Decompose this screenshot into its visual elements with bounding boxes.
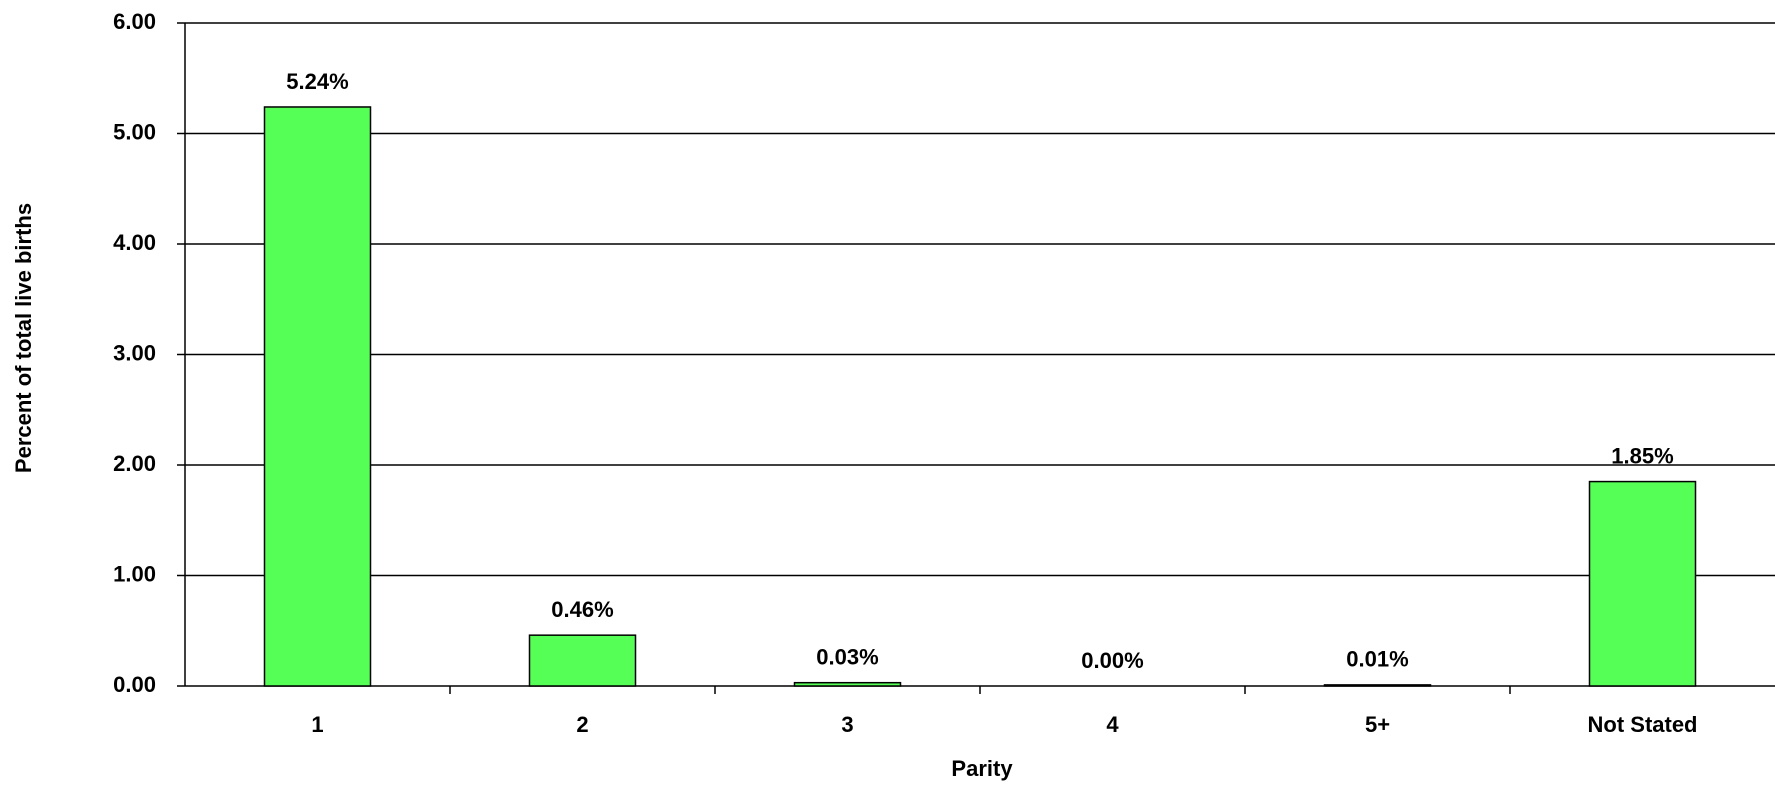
bar: [1588, 480, 1697, 687]
value-label: 0.00%: [1081, 648, 1143, 673]
value-label: 0.01%: [1346, 647, 1408, 672]
y-tick-label: 0.00: [113, 672, 156, 697]
x-tick-label: 5+: [1365, 712, 1390, 737]
y-tick-label: 4.00: [113, 230, 156, 255]
y-tick-label: 3.00: [113, 340, 156, 365]
value-label: 0.03%: [816, 644, 878, 669]
y-tick-label: 1.00: [113, 561, 156, 586]
x-axis-title: Parity: [951, 756, 1013, 781]
x-tick-label: 2: [576, 712, 588, 737]
x-tick-label: 3: [841, 712, 853, 737]
value-label: 5.24%: [286, 69, 348, 94]
y-tick-label: 6.00: [113, 9, 156, 34]
bar: [1323, 684, 1432, 687]
x-tick-label: 1: [311, 712, 323, 737]
value-label: 1.85%: [1611, 443, 1673, 468]
y-axis-title: Percent of total live births: [11, 203, 36, 473]
bar: [528, 634, 637, 687]
x-tick-label: Not Stated: [1588, 712, 1698, 737]
value-label: 0.46%: [551, 597, 613, 622]
bar: [793, 681, 902, 687]
y-tick-label: 5.00: [113, 119, 156, 144]
bar: [263, 106, 372, 687]
x-tick-label: 4: [1106, 712, 1119, 737]
y-tick-label: 2.00: [113, 451, 156, 476]
